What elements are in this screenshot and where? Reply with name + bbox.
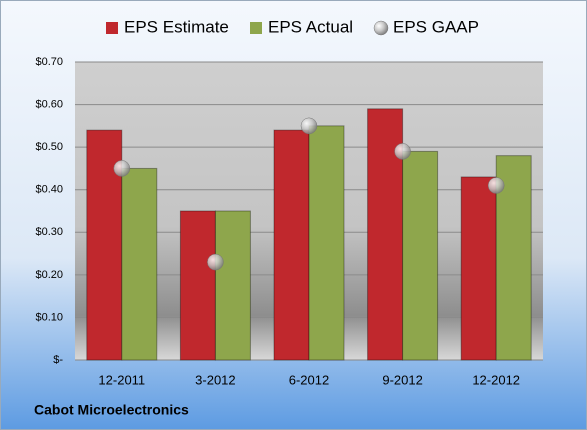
bar xyxy=(273,129,310,361)
bar xyxy=(214,210,251,361)
bar xyxy=(460,176,497,361)
legend-marker xyxy=(250,22,262,34)
legend-label: EPS GAAP xyxy=(393,17,479,36)
marker xyxy=(113,160,131,177)
marker xyxy=(207,253,224,271)
y-tick-label: $- xyxy=(53,354,63,366)
y-tick-label: $0.50 xyxy=(35,141,63,153)
subtitle: Cabot Microelectronics xyxy=(34,402,189,418)
bar xyxy=(179,210,216,361)
y-tick-label: $0.60 xyxy=(35,98,63,110)
legend-marker xyxy=(373,20,389,36)
bar xyxy=(402,150,439,361)
y-tick-label: $0.70 xyxy=(35,56,63,68)
legend-label: EPS Estimate xyxy=(124,17,229,36)
legend-label: EPS Actual xyxy=(268,17,353,36)
legend-marker xyxy=(106,22,118,34)
x-tick-label: 3-2012 xyxy=(195,372,235,387)
marker xyxy=(487,177,505,194)
x-tick-label: 9-2012 xyxy=(382,372,422,387)
x-tick-label: 12-2011 xyxy=(98,372,145,387)
y-tick-label: $0.40 xyxy=(35,184,63,196)
bar xyxy=(308,125,345,361)
x-tick-label: 6-2012 xyxy=(289,372,329,387)
y-tick-label: $0.10 xyxy=(35,311,63,323)
marker xyxy=(300,117,318,135)
x-tick-label: 12-2012 xyxy=(472,372,520,387)
y-tick-label: $0.20 xyxy=(35,269,63,281)
bar xyxy=(121,167,158,361)
marker xyxy=(394,143,411,160)
y-tick-label: $0.30 xyxy=(35,226,63,238)
